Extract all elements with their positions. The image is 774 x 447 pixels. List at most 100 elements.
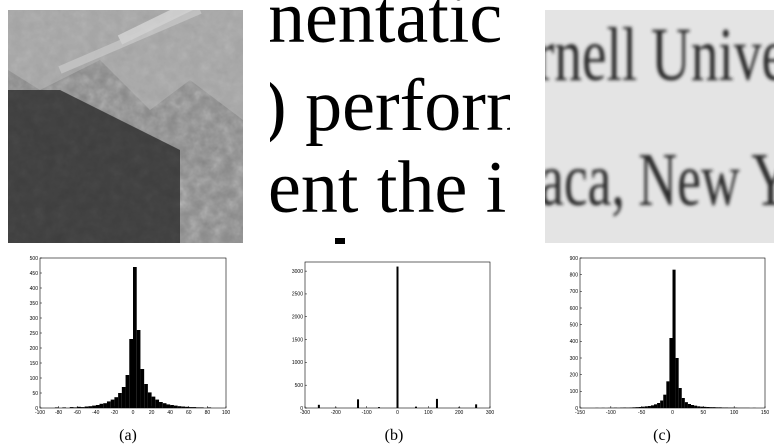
y-tick-label: 400: [570, 339, 579, 345]
image-a: [8, 0, 243, 243]
bar: [713, 407, 716, 408]
y-tick-label: 500: [295, 383, 304, 389]
x-tick-label: 20: [149, 410, 155, 416]
caption: (c): [653, 427, 671, 444]
y-tick-label: 3000: [292, 269, 303, 275]
bar: [81, 407, 85, 408]
bar: [657, 403, 660, 408]
x-tick-label: -40: [92, 410, 99, 416]
bar: [55, 407, 59, 408]
image-text: ent the i: [268, 147, 506, 229]
y-tick-label: 900: [570, 256, 579, 262]
y-tick-label: 450: [30, 271, 39, 277]
x-tick-label: 300: [486, 410, 495, 416]
bar: [159, 402, 163, 408]
x-tick-label: 100: [424, 410, 433, 416]
bar: [73, 407, 77, 408]
y-tick-label: 1500: [292, 337, 303, 343]
x-tick-label: -80: [55, 410, 62, 416]
bar: [636, 407, 639, 408]
bar: [166, 404, 170, 408]
bar: [148, 392, 152, 408]
bar: [475, 404, 477, 408]
x-tick-label: 40: [167, 410, 173, 416]
bar: [654, 404, 657, 408]
bar: [642, 407, 645, 408]
bar: [660, 401, 663, 409]
y-tick-label: 0: [35, 406, 38, 412]
caption: (b): [385, 427, 404, 444]
x-tick-label: 0: [396, 410, 399, 416]
caption: (a): [119, 427, 137, 444]
bar: [632, 407, 635, 408]
bar: [133, 267, 137, 408]
bar: [639, 407, 642, 408]
bar: [200, 407, 204, 408]
bar: [126, 375, 130, 408]
bar: [700, 407, 703, 408]
bar: [88, 406, 92, 408]
figure: nentatic ) perforn ent the i rnell Unive…: [0, 0, 774, 447]
image-text: aca, New Y: [540, 138, 774, 222]
x-tick-label: -200: [331, 410, 341, 416]
y-tick-label: 250: [30, 331, 39, 337]
bar: [193, 407, 197, 408]
bar: [85, 407, 89, 409]
y-tick-label: 2000: [292, 315, 303, 321]
bar: [676, 358, 679, 408]
y-tick-label: 100: [30, 376, 39, 382]
y-tick-label: 600: [570, 306, 579, 312]
x-tick-label: 150: [761, 410, 770, 416]
bar: [648, 406, 651, 408]
image-b: nentatic ) perforn ent the i: [262, 0, 523, 244]
y-tick-label: 400: [30, 286, 39, 292]
bar: [719, 407, 722, 408]
bar: [679, 388, 682, 408]
bar: [415, 407, 417, 408]
bar: [170, 405, 174, 408]
x-tick-label: 50: [701, 410, 707, 416]
bar: [663, 395, 666, 408]
y-tick-label: 500: [30, 256, 39, 262]
bar: [645, 406, 648, 408]
bar: [114, 397, 118, 408]
bar: [174, 406, 178, 408]
bar: [378, 407, 380, 408]
bar: [397, 267, 399, 408]
bar: [196, 407, 200, 408]
bar: [673, 270, 676, 408]
bar: [318, 405, 320, 408]
bar: [118, 393, 122, 408]
bar: [685, 402, 688, 408]
bar: [189, 407, 193, 408]
bar: [207, 407, 211, 408]
bar: [129, 339, 133, 408]
x-tick-label: -20: [111, 410, 118, 416]
bar: [70, 407, 74, 408]
y-tick-label: 1000: [292, 360, 303, 366]
x-tick-label: -100: [362, 410, 372, 416]
y-tick-label: 150: [30, 361, 39, 367]
bar: [669, 338, 672, 408]
x-tick-label: -50: [638, 410, 645, 416]
bar: [122, 387, 126, 408]
bar: [722, 408, 725, 409]
bar: [163, 403, 167, 408]
bar: [100, 404, 104, 408]
bar: [62, 407, 66, 408]
bar: [716, 407, 719, 408]
bar: [96, 405, 100, 408]
bar: [103, 403, 107, 408]
bar: [694, 406, 697, 408]
y-tick-label: 700: [570, 289, 579, 295]
bar: [710, 407, 713, 408]
bar: [623, 408, 626, 409]
bar: [111, 400, 115, 408]
x-tick-label: -60: [74, 410, 81, 416]
bar: [185, 407, 189, 408]
bar: [629, 408, 632, 409]
x-tick-label: 100: [730, 410, 739, 416]
bar: [703, 407, 706, 408]
image-text: nentatic: [268, 0, 502, 59]
bar: [140, 369, 144, 408]
